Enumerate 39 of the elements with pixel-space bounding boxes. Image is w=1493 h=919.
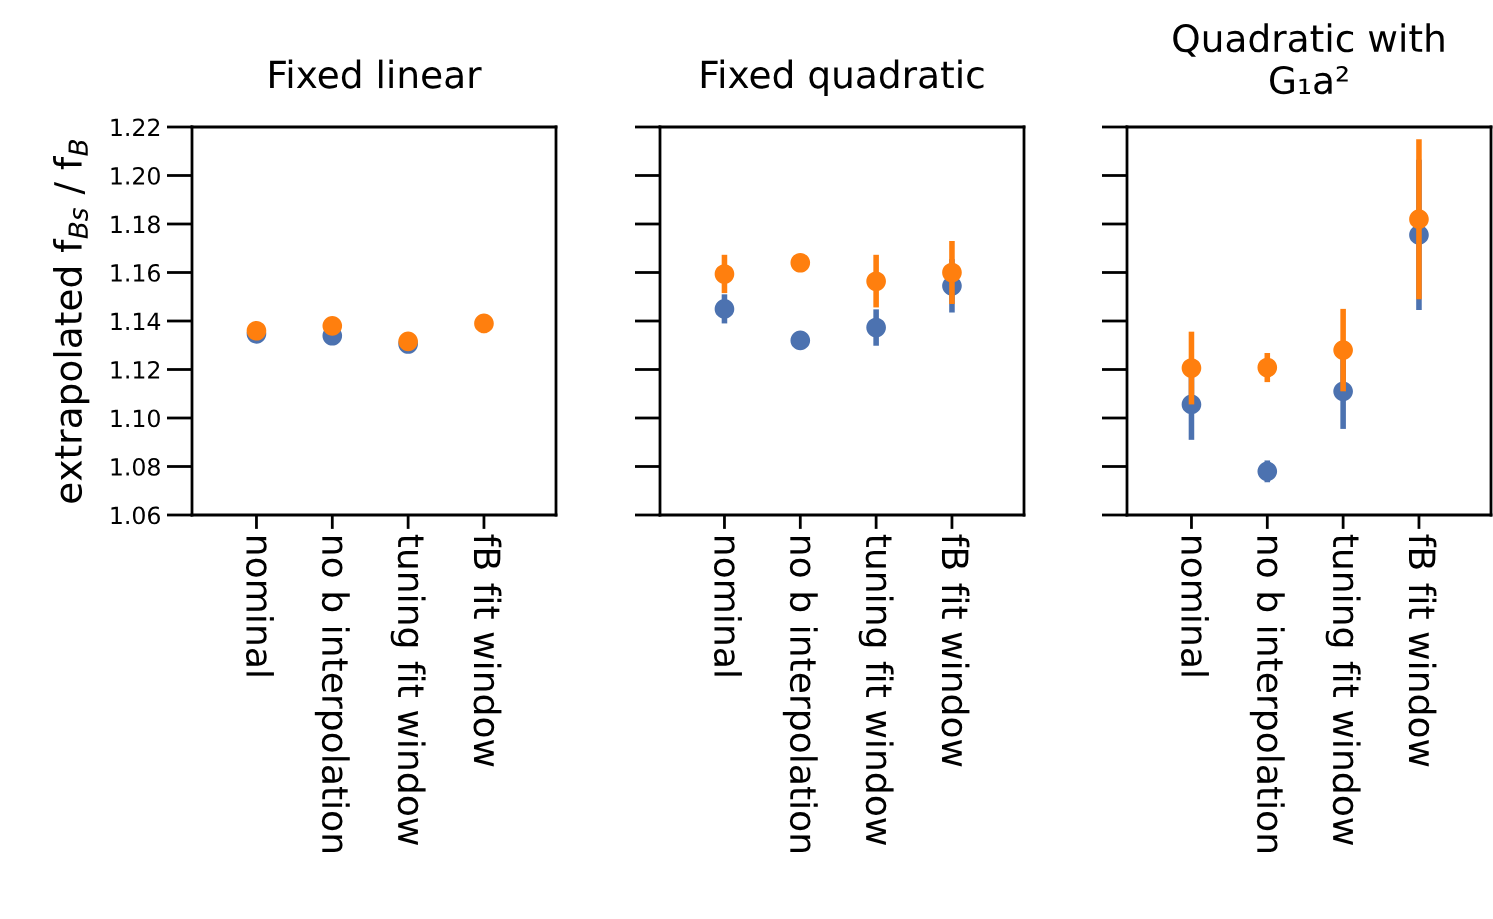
- x-tick-label: nominal: [713, 537, 742, 676]
- chart-title: Fixed quadratic: [701, 59, 984, 96]
- point: [1257, 357, 1278, 378]
- point: [790, 252, 811, 273]
- point: [1181, 358, 1202, 378]
- x-tick-label: fB fit window: [1408, 534, 1437, 767]
- y-tick-label: 1.22: [111, 118, 160, 136]
- y-tick-label: 1.10: [111, 409, 160, 428]
- x-tick-label: no b interpolation: [782, 537, 818, 853]
- point: [866, 271, 886, 292]
- y-tick-label: 1.20: [111, 166, 160, 185]
- point: [1257, 461, 1278, 482]
- y-tick-label: 1.08: [111, 457, 160, 476]
- y-tick-label: 1.12: [111, 360, 160, 379]
- y-tick-label: 1.06: [111, 506, 160, 525]
- x-tick-label: tuning fit window: [858, 534, 894, 845]
- x-tick-label: no b interpolation: [314, 537, 350, 853]
- x-tick-label: no b interpolation: [1249, 537, 1285, 853]
- point: [866, 317, 886, 338]
- point: [1333, 340, 1353, 360]
- point: [942, 262, 962, 283]
- y-tick-label: 1.18: [111, 215, 160, 234]
- chart-title: Quadratic with G₁a²: [1173, 23, 1444, 95]
- point: [714, 299, 735, 319]
- y-tick-label: 1.14: [111, 312, 161, 330]
- x-tick-label: nominal: [1180, 537, 1209, 676]
- point: [1409, 209, 1429, 229]
- chart-title: Fixed linear: [270, 59, 482, 89]
- point: [714, 264, 735, 284]
- y-tick-label: 1.16: [111, 263, 160, 282]
- point: [790, 330, 811, 351]
- x-tick-label: tuning fit window: [390, 534, 426, 845]
- point: [322, 316, 343, 336]
- x-tick-label: fB fit window: [941, 534, 970, 767]
- x-tick-label: nominal: [245, 537, 274, 676]
- point: [474, 313, 494, 334]
- x-tick-label: fB fit window: [473, 534, 502, 767]
- y-axis-title: extrapolated f$_{Bs}$ / f$_{B}$: [53, 140, 90, 503]
- x-tick-label: tuning fit window: [1325, 534, 1361, 845]
